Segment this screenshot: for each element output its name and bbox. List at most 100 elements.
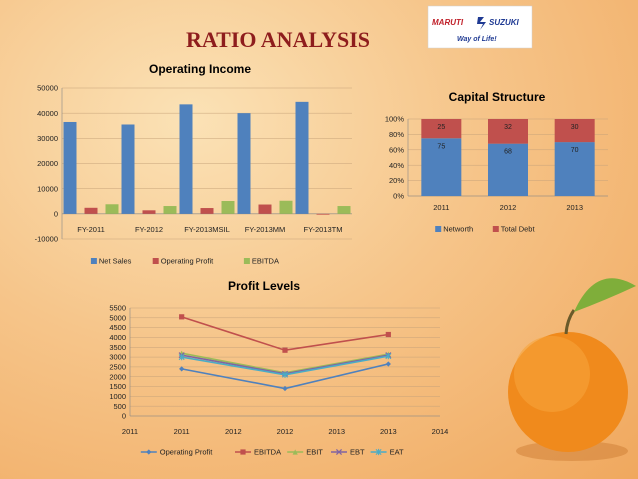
point-operating-profit-1: [282, 385, 288, 392]
data-label-networth-2: 70: [571, 147, 579, 154]
x-tick-label-0: 2011: [122, 427, 138, 436]
point-eat-0: [178, 353, 185, 361]
orange-stem: [564, 309, 576, 335]
y-tick-label-10: 5000: [109, 313, 126, 322]
bar-ebitda-1: [163, 206, 177, 214]
y-tick-label-7: 3500: [109, 343, 126, 352]
chart-title: Operating Income: [149, 62, 251, 76]
y-tick-label-1: 20%: [389, 176, 404, 185]
legend-marker-0: [146, 449, 152, 455]
legend-swatch-2: [243, 258, 250, 264]
y-tick-label-3: 60%: [389, 145, 404, 154]
x-tick-label-1: FY-2012: [135, 225, 163, 234]
x-tick-label-1: 2011: [174, 427, 190, 436]
legend-label-4: EAT: [390, 448, 404, 457]
suzuki-s-icon: [477, 17, 486, 30]
x-tick-label-2: FY-2013MSIL: [184, 225, 230, 234]
x-tick-label-5: 2013: [380, 427, 397, 436]
y-tick-label-9: 4500: [109, 323, 126, 332]
bar-net-sales-0: [63, 121, 77, 214]
data-label-total-debt-1: 32: [504, 124, 512, 131]
x-tick-label-4: FY-2013TM: [304, 225, 343, 234]
logo-brand-left: MARUTI: [432, 18, 464, 27]
y-tick-label-4: 30000: [37, 134, 58, 143]
bar-net-sales-3: [237, 113, 251, 214]
point-eat-1: [282, 371, 288, 378]
x-tick-label-2: 2013: [566, 203, 583, 212]
slide-title: RATIO ANALYSIS: [186, 27, 370, 52]
bar-ebitda-0: [105, 204, 119, 214]
y-tick-label-1: 500: [113, 402, 126, 411]
bar-networth-0: [421, 138, 462, 196]
x-tick-label-6: 2014: [432, 427, 449, 436]
point-operating-profit-2: [385, 361, 391, 367]
bar-ebitda-4: [337, 206, 351, 214]
data-label-total-debt-2: 30: [571, 124, 579, 131]
logo-tagline: Way of Life!: [457, 36, 497, 43]
y-tick-label-6: 3000: [109, 353, 126, 362]
y-tick-label-2: 1000: [109, 392, 126, 401]
bar-total-debt-0: [421, 119, 462, 139]
operating-income-chart: Operating Income -10000 0 10000 20000 30000 40…: [35, 62, 352, 266]
bar-net-sales-2: [179, 104, 193, 214]
bar-total-debt-2: [554, 119, 595, 143]
y-tick-label-3: 20000: [37, 159, 58, 168]
orange-leaf: [574, 278, 636, 312]
y-tick-label-11: 5500: [109, 304, 126, 313]
legend-label-0: Operating Profit: [160, 448, 213, 457]
legend-marker-3: [335, 448, 343, 456]
data-label-networth-1: 68: [504, 149, 512, 156]
logo-brand-right: SUZUKI: [489, 18, 520, 27]
point-ebitda-1: [282, 347, 288, 353]
profit-levels-chart: Profit Levels 050010001500200025003000350…: [109, 279, 448, 457]
point-ebitda-0: [179, 314, 185, 320]
legend-label-0: Networth: [443, 225, 473, 234]
legend-label-0: Net Sales: [99, 257, 132, 266]
legend-label-3: EBT: [350, 448, 365, 457]
y-tick-label-0: 0%: [393, 192, 404, 201]
x-tick-label-0: FY-2011: [77, 225, 105, 234]
legend-marker-4: [375, 448, 382, 456]
x-tick-label-0: 2011: [433, 203, 449, 212]
series-line-ebitda: [181, 316, 389, 352]
y-tick-label-5: 2500: [109, 363, 126, 372]
y-tick-label-4: 2000: [109, 372, 126, 381]
legend-label-1: EBITDA: [254, 448, 281, 457]
bar-net-sales-1: [121, 124, 135, 214]
point-eat-2: [385, 353, 392, 360]
legend-label-1: Total Debt: [501, 225, 536, 234]
orange-highlight: [514, 336, 590, 412]
x-tick-label-1: 2012: [500, 203, 517, 212]
legend-swatch-1: [492, 226, 499, 232]
y-tick-label-3: 1500: [109, 382, 126, 391]
y-tick-label-6: 50000: [37, 84, 58, 93]
capital-structure-chart: Capital Structure 0% 20% 40% 60% 80% 100% 2011 7…: [385, 90, 608, 234]
y-tick-label-5: 40000: [37, 109, 58, 118]
bar-net-sales-4: [295, 101, 309, 214]
x-tick-label-3: FY-2013MM: [245, 225, 286, 234]
chart-title: Capital Structure: [449, 90, 546, 104]
legend-label-2: EBIT: [306, 448, 323, 457]
bar-ebitda-3: [279, 200, 293, 214]
orange-fruit-picture: [508, 278, 636, 461]
legend-marker-1: [240, 449, 246, 455]
bar-networth-2: [554, 142, 595, 196]
legend-swatch-0: [435, 226, 442, 232]
bar-operating-profit-3: [258, 204, 272, 214]
bar-operating-profit-2: [200, 208, 214, 214]
data-label-total-debt-0: 25: [437, 124, 445, 131]
x-tick-label-2: 2012: [225, 427, 242, 436]
y-tick-label-5: 100%: [385, 115, 405, 124]
x-tick-label-4: 2013: [328, 427, 345, 436]
logo-background: [427, 5, 533, 49]
bar-operating-profit-1: [142, 210, 156, 214]
chart-title: Profit Levels: [228, 279, 300, 293]
y-tick-label-2: 40%: [389, 161, 404, 170]
x-tick-label-3: 2012: [277, 427, 294, 436]
bar-operating-profit-0: [84, 207, 98, 214]
y-tick-label-8: 4000: [109, 333, 126, 342]
legend-label-2: EBITDA: [252, 257, 279, 266]
point-ebitda-2: [385, 331, 391, 338]
y-tick-label-0: 0: [122, 412, 126, 421]
